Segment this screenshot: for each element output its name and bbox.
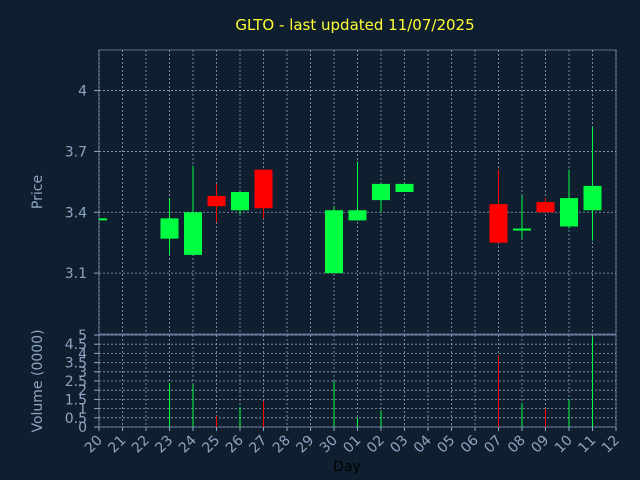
volume-tick-label: 4.5 (65, 337, 87, 353)
volume-tick-label: 0.5 (65, 411, 87, 427)
candle (536, 198, 555, 213)
volume-tick-label: 3 (78, 365, 87, 381)
volume-bars (169, 336, 593, 427)
chart-title: GLTO - last updated 11/07/2025 (235, 16, 474, 34)
candle-body (560, 198, 578, 227)
candle-body (184, 212, 202, 255)
candle (489, 169, 508, 243)
candle-body (160, 218, 179, 239)
candle-body (231, 192, 249, 211)
candle-body (583, 185, 602, 211)
price-y-ticks: 3.1 3.4 3.7 4 (65, 84, 99, 282)
candle (513, 196, 531, 239)
volume-y-ticks: 00.511.522.533.544.55 (65, 328, 99, 436)
price-tick-label: 3.4 (65, 205, 87, 221)
candle (325, 206, 343, 274)
volume-panel: 00.511.522.533.544.55 20 21 22 23 24 25 26 27 28… (30, 328, 623, 475)
candle-body (207, 196, 226, 207)
candle-body (536, 202, 555, 213)
candle (231, 192, 249, 215)
candle (160, 198, 179, 255)
candle-body (99, 218, 107, 221)
volume-tick-label: 1.5 (65, 392, 87, 408)
candle (348, 161, 367, 221)
price-panel: 3.1 3.4 3.7 4 Price (30, 49, 617, 335)
candle (560, 169, 578, 229)
candle-body (254, 169, 273, 209)
volume-axis-label: Volume (0000) (30, 329, 46, 432)
volume-tick-label: 0 (78, 420, 87, 436)
candle (207, 183, 226, 223)
volume-tick-label: 2 (78, 383, 87, 399)
candle-body (325, 210, 343, 274)
volume-tick-label: 1 (78, 402, 87, 418)
volume-tick-label: 3.5 (65, 356, 87, 372)
candle (254, 169, 273, 219)
volume-tick-label: 4 (78, 346, 87, 362)
candle (184, 165, 202, 255)
price-tick-label: 3.1 (65, 266, 87, 282)
candle-body (513, 228, 531, 231)
candle (395, 183, 414, 192)
candle-body (395, 183, 414, 192)
candle (99, 218, 107, 221)
price-axis-label: Price (30, 175, 46, 209)
price-tick-label: 4 (78, 84, 87, 100)
candle (583, 127, 602, 241)
volume-tick-label: 5 (78, 328, 87, 344)
candles (99, 127, 602, 274)
candle-body (489, 204, 508, 243)
candle (372, 183, 390, 213)
x-axis-label: Day (333, 459, 361, 475)
candle-body (348, 210, 367, 221)
candle-body (372, 183, 390, 201)
volume-tick-label: 2.5 (65, 374, 87, 390)
price-tick-label: 3.7 (65, 144, 87, 160)
